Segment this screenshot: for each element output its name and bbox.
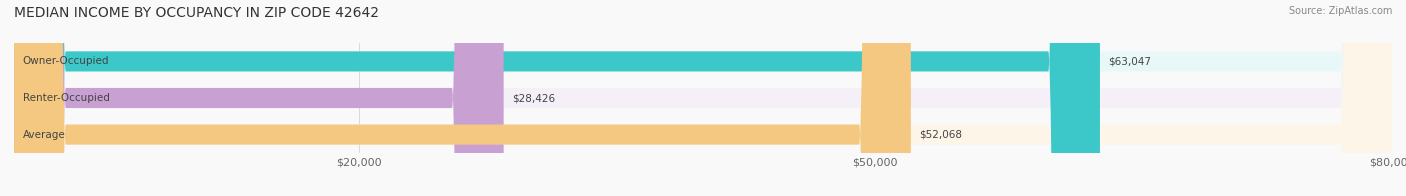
FancyBboxPatch shape — [14, 0, 1392, 196]
Text: MEDIAN INCOME BY OCCUPANCY IN ZIP CODE 42642: MEDIAN INCOME BY OCCUPANCY IN ZIP CODE 4… — [14, 6, 380, 20]
FancyBboxPatch shape — [14, 0, 1099, 196]
FancyBboxPatch shape — [14, 0, 1392, 196]
FancyBboxPatch shape — [14, 0, 911, 196]
Text: $63,047: $63,047 — [1108, 56, 1152, 66]
Text: Owner-Occupied: Owner-Occupied — [22, 56, 110, 66]
Text: $28,426: $28,426 — [512, 93, 555, 103]
FancyBboxPatch shape — [14, 0, 1392, 196]
Text: Average: Average — [22, 130, 66, 140]
Text: $52,068: $52,068 — [920, 130, 963, 140]
Text: Renter-Occupied: Renter-Occupied — [22, 93, 110, 103]
FancyBboxPatch shape — [14, 0, 503, 196]
Text: Source: ZipAtlas.com: Source: ZipAtlas.com — [1288, 6, 1392, 16]
